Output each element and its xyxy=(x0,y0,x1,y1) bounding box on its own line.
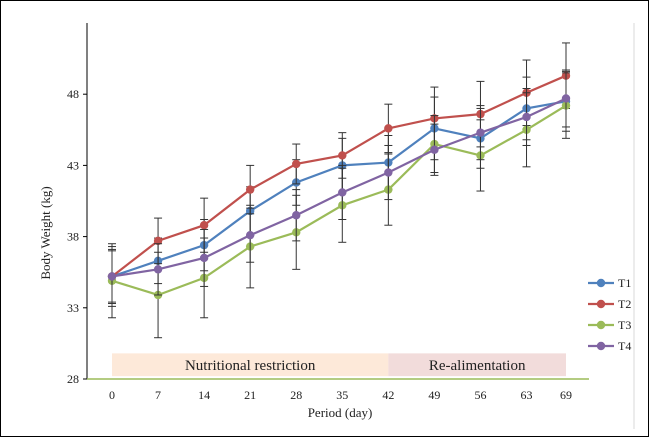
data-point xyxy=(561,94,571,103)
legend-label: T3 xyxy=(618,318,631,332)
y-tick-label: 33 xyxy=(67,301,79,315)
phase-label-1: Re-alimentation xyxy=(429,358,526,374)
legend-label: T2 xyxy=(618,297,631,311)
data-point xyxy=(292,211,301,220)
phase-band-0 xyxy=(112,353,389,377)
legend-label: T1 xyxy=(618,276,631,290)
legend-swatch-marker xyxy=(596,299,606,309)
series-T2 xyxy=(107,42,571,307)
series-T4 xyxy=(107,69,571,305)
x-tick-label: 49 xyxy=(428,388,440,402)
x-tick-label: 35 xyxy=(336,388,348,402)
x-tick-label: 28 xyxy=(290,388,302,402)
legend: T1 T2 T3 T4 xyxy=(588,276,631,353)
x-axis-label: Period (day) xyxy=(308,405,373,420)
phase-bands: Nutritional restriction Re-alimentation xyxy=(112,353,566,377)
data-point xyxy=(107,272,117,281)
data-point xyxy=(522,112,531,122)
y-tick-label: 38 xyxy=(67,230,79,244)
data-point xyxy=(153,236,163,246)
x-tick-label: 42 xyxy=(382,388,394,402)
y-tick-label: 28 xyxy=(67,372,79,386)
series-line xyxy=(111,97,567,278)
x-tick-label: 63 xyxy=(521,388,533,402)
x-tick-label: 0 xyxy=(109,388,115,402)
series-line xyxy=(111,74,567,278)
data-point xyxy=(153,265,163,274)
y-tick-label: 43 xyxy=(67,158,79,172)
data-point xyxy=(245,230,255,240)
phase-band-1 xyxy=(388,353,566,377)
x-tick-label: 21 xyxy=(244,388,256,402)
y-axis-label: Body Weight (kg) xyxy=(38,186,53,279)
data-point xyxy=(338,188,347,197)
data-point xyxy=(245,185,255,194)
data-point xyxy=(430,145,439,154)
data-point xyxy=(384,168,393,177)
data-point xyxy=(199,221,209,230)
data-point xyxy=(292,159,301,169)
data-point xyxy=(384,124,393,133)
x-tick-label: 69 xyxy=(560,388,572,402)
axes: 28 33 38 43 48 0 7 14 21 28 35 42 49 56 63 69 xyxy=(67,23,589,402)
phase-label-0: Nutritional restriction xyxy=(185,358,316,374)
series-group xyxy=(107,42,571,339)
legend-label: T4 xyxy=(618,339,631,353)
legend-swatch-marker xyxy=(596,341,606,351)
data-point xyxy=(338,151,347,160)
series-line xyxy=(111,104,567,297)
x-tick-label: 56 xyxy=(474,388,486,402)
legend-swatch-marker xyxy=(596,278,606,288)
data-point xyxy=(476,128,485,137)
x-tick-label: 7 xyxy=(155,388,161,402)
x-tick-label: 14 xyxy=(198,388,210,402)
series-T3 xyxy=(107,72,571,339)
series-T1 xyxy=(107,70,571,303)
y-tick-label: 48 xyxy=(67,87,79,101)
legend-swatch-marker xyxy=(596,320,606,330)
data-point xyxy=(199,253,209,263)
